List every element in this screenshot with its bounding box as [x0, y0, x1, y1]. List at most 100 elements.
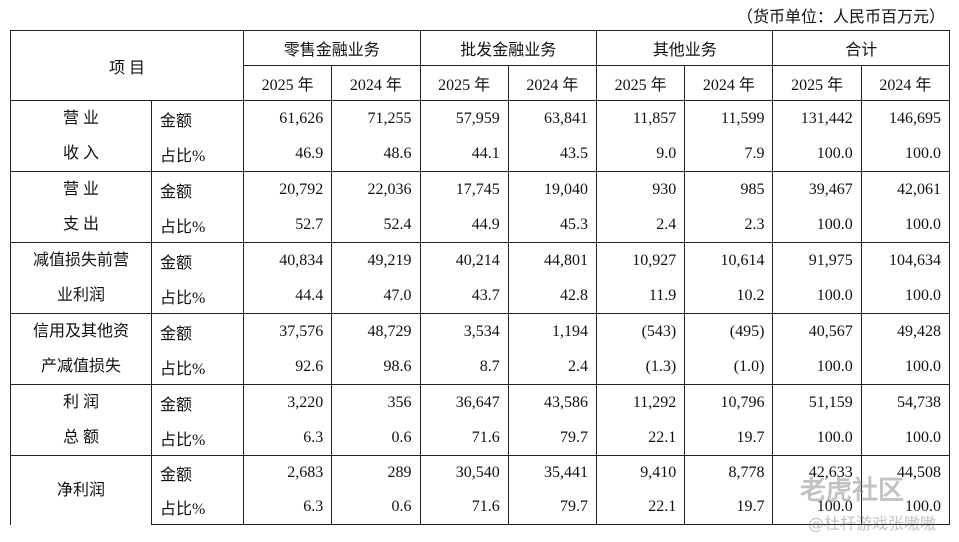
- cell-value: 49,428: [860, 313, 951, 349]
- cell-value: 40,834: [243, 242, 333, 278]
- cell-value: 45.3: [507, 207, 597, 243]
- row-label-line: 净利润: [56, 481, 105, 499]
- cell-value: 22.1: [595, 490, 686, 525]
- data-table: 项 目 零售金融业务 批发金融业务 其他业务 合计 2025 年 2024 年 2025 …: [9, 30, 951, 525]
- cell-value: 3,220: [243, 384, 333, 420]
- cell-value: 47.0: [331, 278, 421, 314]
- item-header: 项 目: [9, 30, 245, 101]
- row-label-line: 营 业: [62, 110, 99, 127]
- line-type: 金额: [150, 171, 245, 207]
- line-type: 金额: [150, 455, 245, 490]
- cell-value: 44.1: [419, 136, 509, 172]
- line-type: 占比%: [150, 490, 245, 525]
- table-row: 占比% 92.6 98.6 8.7 2.4 (1.3) (1.0) 100.0 100.0: [11, 349, 951, 385]
- row-label-line: 支 出: [62, 216, 99, 233]
- cell-value: 10,796: [684, 384, 774, 420]
- cell-value: 79.7: [507, 490, 597, 525]
- table-header: 项 目 零售金融业务 批发金融业务 其他业务 合计 2025 年 2024 年 2025 …: [9, 30, 951, 101]
- cell-value: 49,219: [331, 242, 421, 278]
- cell-value: 985: [684, 171, 774, 207]
- cell-value: 35,441: [507, 455, 597, 490]
- cell-value: 44.9: [419, 207, 509, 243]
- cell-value: 63,841: [507, 100, 597, 136]
- header-row: 2025 年 2024 年 2025 年 2024 年 2025 年 2024 年 2025…: [11, 65, 951, 101]
- cell-value: 8.7: [419, 349, 509, 385]
- cell-value: 44,508: [860, 455, 951, 490]
- table-row: 利 润总 额金额 3,220 356 36,647 43,586 11,292 10,796…: [10, 384, 951, 456]
- cell-value: 9.0: [595, 136, 686, 172]
- cell-value: 52.7: [243, 207, 333, 243]
- cell-value: 48.6: [331, 136, 421, 172]
- row-label-line: 总 额: [62, 429, 99, 446]
- row-label-line: 营 业: [62, 181, 99, 198]
- year-header: 2025 年: [419, 65, 509, 101]
- cell-value: 146,695: [860, 100, 951, 136]
- cell-value: 40,214: [419, 242, 509, 278]
- cell-value: 100.0: [860, 349, 951, 385]
- cell-value: 71.6: [419, 490, 509, 525]
- row-label: 净利润: [10, 455, 152, 525]
- cell-value: 131,442: [772, 100, 862, 136]
- cell-value: (495): [684, 313, 774, 349]
- year-header: 2024 年: [507, 65, 597, 101]
- cell-value: 44.4: [243, 278, 333, 314]
- year-header: 2025 年: [243, 65, 333, 101]
- row-label: 利 润总 额: [10, 384, 152, 456]
- row-label-line: 利 润: [62, 394, 99, 411]
- cell-value: 42.8: [507, 278, 597, 314]
- cell-value: 7.9: [684, 136, 774, 172]
- year-header: 2025 年: [772, 65, 862, 101]
- table-row: 营 业支 出金额 20,792 22,036 17,745 19,040 930 985 39…: [10, 171, 951, 243]
- cell-value: 104,634: [860, 242, 951, 278]
- header-row: 项 目 零售金融业务 批发金融业务 其他业务 合计: [9, 30, 950, 101]
- cell-value: 2.4: [507, 349, 597, 385]
- cell-value: 43.5: [507, 136, 597, 172]
- cell-value: 42,061: [860, 171, 951, 207]
- cell-value: 36,647: [419, 384, 509, 420]
- cell-value: 42,633: [772, 455, 862, 490]
- cell-value: 2.3: [684, 207, 774, 243]
- cell-value: 2.4: [595, 207, 686, 243]
- cell-value: 17,745: [419, 171, 509, 207]
- cell-value: 19,040: [507, 171, 597, 207]
- cell-value: 57,959: [419, 100, 509, 136]
- cell-value: 2,683: [243, 455, 333, 490]
- cell-value: 9,410: [595, 455, 686, 490]
- unit-note: （货币单位：人民币百万元）: [736, 9, 945, 26]
- cell-value: 39,467: [772, 171, 862, 207]
- cell-value: 356: [331, 384, 421, 420]
- line-type: 占比%: [150, 278, 245, 314]
- table-row: 占比% 6.3 0.6 71.6 79.7 22.1 19.7 100.0 100.0: [11, 420, 951, 456]
- cell-value: (1.0): [684, 349, 774, 385]
- cell-value: 98.6: [331, 349, 421, 385]
- year-header: 2024 年: [684, 65, 774, 101]
- cell-value: 11,599: [684, 100, 774, 136]
- cell-value: 91,975: [772, 242, 862, 278]
- cell-value: 6.3: [243, 490, 333, 525]
- group-header: 其他业务: [595, 30, 774, 66]
- cell-value: 100.0: [860, 490, 951, 525]
- row-label-line: 减值损失前营: [32, 252, 129, 269]
- cell-value: 3,534: [419, 313, 509, 349]
- cell-value: 100.0: [772, 207, 862, 243]
- row-label: 减值损失前营 业利润: [10, 242, 152, 314]
- row-label-line: 产减值损失: [40, 358, 121, 375]
- watermark-brand: 老虎社区: [800, 476, 905, 506]
- cell-value: 0.6: [331, 420, 421, 456]
- row-label-line: 收 入: [62, 145, 99, 162]
- cell-value: (1.3): [595, 349, 686, 385]
- year-header: 2025 年: [595, 65, 686, 101]
- line-type: 占比%: [150, 207, 245, 243]
- cell-value: 10,614: [684, 242, 774, 278]
- row-label: 信用及其他资 产减值损失: [10, 313, 152, 385]
- cell-value: 52.4: [331, 207, 421, 243]
- row-label-line: 信用及其他资: [32, 323, 129, 340]
- table-row: 减值损失前营 业利润 金额 40,834 49,219 40,214 44,801 10,92…: [10, 242, 951, 314]
- cell-value: 22,036: [331, 171, 421, 207]
- watermark-handle: @杜杆游戏张嗷嗷: [808, 514, 937, 533]
- cell-value: 100.0: [772, 490, 862, 525]
- cell-value: 100.0: [860, 207, 951, 243]
- cell-value: 11,857: [595, 100, 686, 136]
- year-header: 2024 年: [331, 65, 421, 101]
- cell-value: 43.7: [419, 278, 509, 314]
